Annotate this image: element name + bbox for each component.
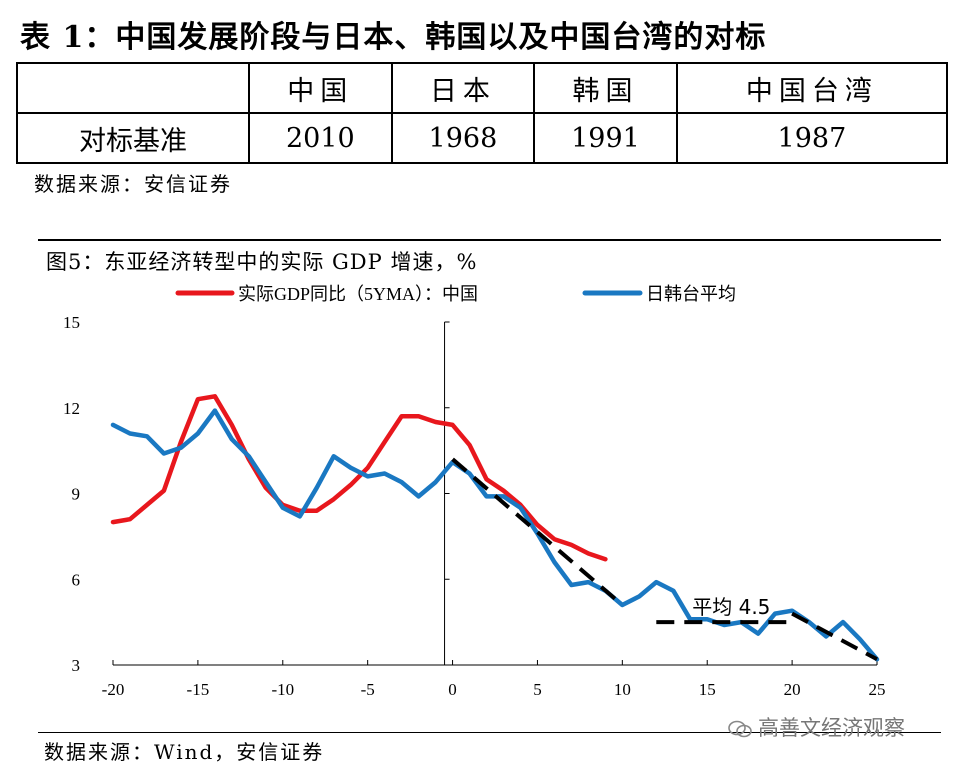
legend-label-avg: 日韩台平均: [646, 284, 736, 304]
y-tick-label: 6: [72, 570, 81, 589]
series-line-china: [110, 394, 608, 562]
y-tick-label: 9: [72, 485, 81, 504]
y-tick-label: 15: [63, 313, 80, 332]
table-header-japan: 日本: [390, 62, 536, 114]
table-cell: 1968: [390, 112, 536, 164]
x-tick-label: 0: [448, 680, 457, 699]
line-chart: 15 12 9 6 3 -20 -15 -10 -5 0 5 10 15 20 25 平均 4.5 实际GDP同…: [63, 284, 886, 699]
table-header-empty: [16, 62, 250, 114]
x-tick-label: -15: [187, 680, 210, 699]
table-cell: 1991: [533, 112, 678, 164]
x-tick-label: 25: [869, 680, 886, 699]
table-row-label: 对标基准: [16, 112, 250, 164]
x-tick-label: 10: [614, 680, 631, 699]
table-header-china: 中国: [248, 62, 393, 114]
trend-line-2: [791, 611, 878, 662]
x-tick-label: -5: [361, 680, 375, 699]
figure-bottom-rule: [38, 732, 941, 733]
figure-source: 数据来源：Wind，安信证券: [44, 740, 325, 764]
y-tick-label: 3: [72, 656, 81, 675]
x-tick-label: 15: [699, 680, 716, 699]
mean-annotation: 平均 4.5: [692, 595, 770, 619]
watermark: 高善文经济观察: [728, 712, 905, 742]
x-tick-label: -20: [102, 680, 125, 699]
y-tick-label: 12: [63, 399, 80, 418]
table-header-korea: 韩国: [533, 62, 678, 114]
table-cell: 2010: [248, 112, 393, 164]
wechat-icon: [728, 720, 752, 738]
trend-line: [451, 457, 624, 607]
table-row: 对标基准 2010 1968 1991 1987: [16, 112, 949, 164]
table-title: 表 1：中国发展阶段与日本、韩国以及中国台湾的对标: [20, 20, 767, 55]
legend-label-china: 实际GDP同比（5YMA）：中国: [238, 284, 478, 304]
figure-title: 图5：东亚经济转型中的实际 GDP 增速，%: [46, 250, 478, 274]
table-header-row: 中国 日本 韩国 中国台湾: [16, 62, 949, 114]
table-source: 数据来源：安信证券: [34, 172, 232, 196]
x-tick-label: 20: [784, 680, 801, 699]
table-header-taiwan: 中国台湾: [675, 62, 949, 114]
benchmark-table: 中国 日本 韩国 中国台湾 对标基准 2010 1968 1991 1987: [16, 62, 949, 164]
figure-top-rule: [38, 239, 941, 241]
x-tick-label: 5: [533, 680, 542, 699]
table-cell: 1987: [675, 112, 949, 164]
x-tick-label: -10: [271, 680, 294, 699]
watermark-text: 高善文经济观察: [758, 716, 905, 740]
series-line-avg: [110, 408, 880, 662]
